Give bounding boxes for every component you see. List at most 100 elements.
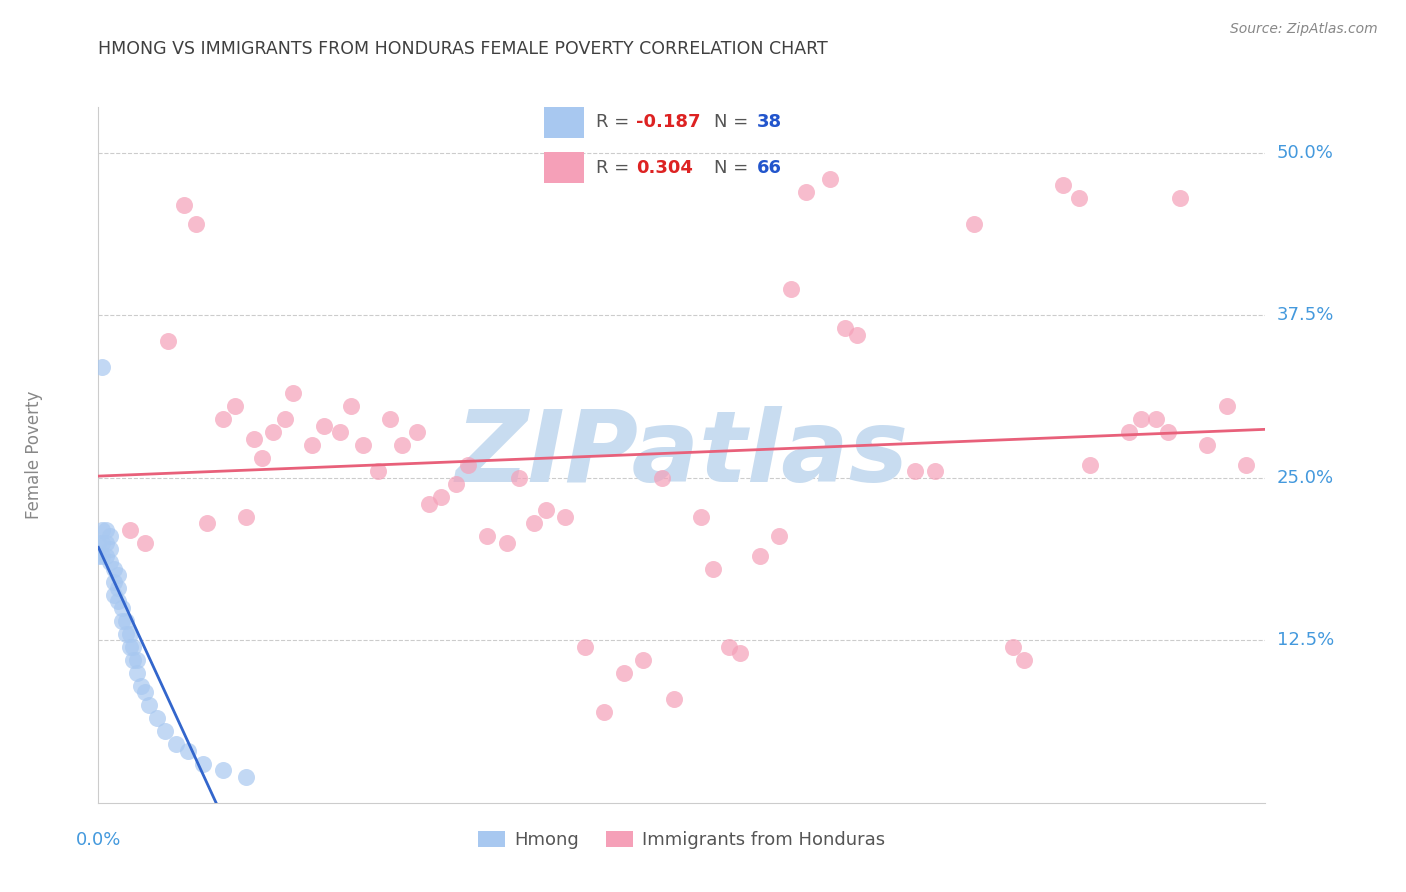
Point [96, 535, 118, 549]
Text: 25.0%: 25.0% [1277, 468, 1334, 487]
Text: 38: 38 [756, 113, 782, 131]
Point [523, 516, 546, 531]
Point [1052, 178, 1074, 192]
Text: N =: N = [714, 159, 754, 177]
Point [495, 535, 517, 549]
Point [391, 438, 413, 452]
Legend: Hmong, Immigrants from Honduras: Hmong, Immigrants from Honduras [471, 823, 893, 856]
Point [87, 549, 110, 563]
Point [702, 562, 724, 576]
Point [195, 516, 218, 531]
Point [818, 171, 841, 186]
Point [96, 549, 118, 563]
Point [1118, 425, 1140, 439]
Point [177, 744, 200, 758]
Point [1012, 653, 1035, 667]
Point [146, 711, 169, 725]
Point [103, 562, 125, 576]
Point [250, 451, 273, 466]
Point [352, 438, 374, 452]
Point [1080, 458, 1102, 472]
Point [406, 425, 429, 439]
Point [91, 523, 114, 537]
Point [122, 640, 145, 654]
Point [651, 471, 673, 485]
Point [1146, 412, 1168, 426]
Point [508, 471, 530, 485]
Point [87, 535, 110, 549]
Text: 12.5%: 12.5% [1277, 632, 1334, 649]
Point [107, 568, 129, 582]
Point [235, 770, 257, 784]
Point [91, 535, 114, 549]
Point [173, 197, 195, 211]
Point [690, 509, 713, 524]
Point [91, 549, 114, 563]
Point [1234, 458, 1257, 472]
Point [103, 588, 125, 602]
Point [1067, 191, 1090, 205]
Point [107, 594, 129, 608]
Point [111, 614, 134, 628]
Point [631, 653, 654, 667]
Point [748, 549, 770, 563]
Point [235, 509, 257, 524]
Point [212, 764, 235, 778]
Point [107, 581, 129, 595]
Point [103, 574, 125, 589]
Point [477, 529, 499, 543]
Text: N =: N = [714, 113, 754, 131]
Text: -0.187: -0.187 [637, 113, 700, 131]
Point [122, 653, 145, 667]
Point [134, 685, 156, 699]
Text: 66: 66 [756, 159, 782, 177]
Point [340, 399, 363, 413]
Point [111, 600, 134, 615]
Point [224, 399, 246, 413]
Point [129, 679, 152, 693]
Point [796, 185, 818, 199]
Point [114, 626, 136, 640]
Point [593, 705, 616, 719]
Point [367, 464, 389, 478]
Point [429, 490, 451, 504]
Text: Source: ZipAtlas.com: Source: ZipAtlas.com [1230, 22, 1378, 37]
Text: R =: R = [596, 113, 636, 131]
Point [138, 698, 160, 713]
Point [193, 756, 215, 771]
Point [312, 418, 335, 433]
Point [446, 477, 468, 491]
Point [118, 626, 141, 640]
Point [1129, 412, 1152, 426]
Point [904, 464, 927, 478]
FancyBboxPatch shape [544, 153, 583, 183]
Point [134, 535, 156, 549]
Point [127, 665, 149, 680]
Text: R =: R = [596, 159, 636, 177]
Point [962, 217, 984, 231]
Point [924, 464, 946, 478]
Text: Female Poverty: Female Poverty [25, 391, 44, 519]
Point [212, 412, 235, 426]
Text: 50.0%: 50.0% [1277, 144, 1333, 161]
Text: 0.304: 0.304 [637, 159, 693, 177]
Point [457, 458, 479, 472]
Point [779, 282, 801, 296]
Point [662, 691, 685, 706]
Point [274, 412, 297, 426]
Point [574, 640, 596, 654]
Point [1168, 191, 1191, 205]
Point [184, 217, 207, 231]
Point [534, 503, 557, 517]
Point [153, 724, 176, 739]
Point [118, 523, 141, 537]
Point [1195, 438, 1218, 452]
Point [378, 412, 402, 426]
Point [329, 425, 352, 439]
Text: ZIPatlas: ZIPatlas [456, 407, 908, 503]
Point [127, 653, 149, 667]
Point [717, 640, 740, 654]
Point [730, 646, 752, 660]
Point [96, 523, 118, 537]
Point [157, 334, 180, 348]
